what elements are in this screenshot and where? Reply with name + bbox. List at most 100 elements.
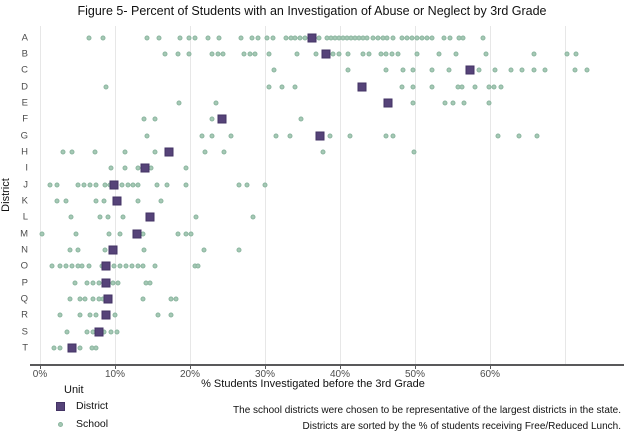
footnote-line-1: The school districts were chosen to be r…: [233, 405, 621, 416]
district-marker: [112, 196, 121, 206]
school-dot: [122, 149, 128, 155]
school-dot: [429, 35, 434, 40]
school-dot: [573, 51, 579, 57]
school-dot: [135, 182, 141, 188]
x-tick-label: 30%: [254, 369, 276, 380]
school-dot: [384, 35, 390, 40]
school-dot: [262, 182, 268, 188]
school-dot: [266, 51, 272, 57]
school-dot: [114, 329, 119, 335]
school-dot: [320, 149, 326, 155]
school-dot: [103, 84, 109, 90]
district-marker: [108, 245, 118, 255]
school-dot: [383, 67, 389, 73]
row-label-L: L: [22, 211, 28, 223]
school-dot: [395, 51, 401, 57]
school-dot: [205, 35, 211, 40]
school-dot: [51, 345, 56, 351]
school-dot: [264, 35, 269, 40]
school-dot: [108, 165, 114, 171]
school-dot: [96, 280, 101, 286]
school-dot: [57, 263, 62, 269]
row-label-A: A: [21, 32, 28, 43]
school-dot: [531, 51, 536, 57]
school-dot: [168, 312, 174, 318]
school-dot: [122, 165, 128, 171]
school-dot: [399, 35, 404, 40]
school-dot: [209, 51, 215, 57]
school-dot: [390, 35, 395, 40]
school-dot: [152, 263, 158, 269]
school-dot: [135, 165, 141, 171]
school-dot: [79, 263, 85, 269]
row-label-O: O: [20, 260, 28, 272]
school-dot: [298, 116, 304, 122]
school-dot: [193, 214, 199, 220]
school-dot: [93, 312, 98, 318]
school-dot: [302, 35, 308, 40]
gridline-70: [565, 26, 566, 364]
legend-item-school: School: [56, 418, 108, 430]
school-dot: [68, 214, 74, 220]
school-dot: [141, 247, 146, 253]
school-dot: [93, 182, 98, 188]
school-dot: [564, 51, 570, 57]
school-dot: [202, 149, 208, 155]
school-dot: [486, 100, 491, 106]
school-dot: [77, 296, 83, 302]
district-marker: [67, 343, 77, 353]
school-dot: [472, 84, 478, 90]
school-dot: [414, 35, 419, 40]
district-marker: [101, 261, 111, 271]
row-label-P: P: [21, 277, 28, 289]
row-label-H: H: [21, 146, 28, 158]
school-dot: [236, 182, 242, 188]
school-dot: [492, 67, 498, 73]
row-label-B: B: [21, 48, 28, 60]
school-dot: [429, 84, 434, 90]
x-tick-label: 50%: [404, 369, 426, 380]
school-dot: [383, 133, 389, 139]
school-dot: [247, 51, 253, 57]
school-dot: [144, 133, 150, 139]
gridline-50: [415, 26, 416, 364]
school-dot: [270, 35, 275, 40]
row-label-K: K: [21, 195, 28, 207]
school-dot: [519, 67, 525, 73]
school-dot: [447, 35, 452, 40]
school-dot: [221, 149, 227, 155]
gridline-10: [115, 26, 116, 364]
school-dot: [411, 149, 416, 155]
school-dot: [273, 133, 279, 139]
school-dot: [195, 263, 201, 269]
school-dot: [87, 182, 92, 188]
x-tick-label: 40%: [329, 369, 351, 380]
school-dot: [366, 51, 372, 57]
school-dot: [177, 35, 182, 40]
school-dot: [69, 263, 75, 269]
school-dot: [316, 35, 322, 40]
school-dot: [419, 35, 425, 40]
district-marker: [140, 163, 150, 173]
school-dot: [39, 231, 45, 237]
school-dot: [67, 296, 73, 302]
school-dot: [279, 84, 285, 90]
school-dot: [119, 182, 125, 188]
school-dot: [90, 280, 95, 286]
school-dot: [93, 345, 99, 351]
school-dot: [516, 133, 521, 139]
school-dot: [480, 35, 486, 40]
school-dot: [97, 214, 103, 220]
school-dot: [73, 231, 79, 237]
school-dot: [330, 51, 336, 57]
x-axis-title: % Students Investigated before the 3rd G…: [201, 378, 425, 390]
school-dot: [461, 100, 467, 106]
school-dot: [244, 182, 250, 188]
school-dot: [141, 116, 146, 122]
school-dot: [82, 296, 88, 302]
x-axis-line: [30, 364, 624, 366]
district-marker: [383, 98, 393, 108]
school-dot: [140, 263, 146, 269]
school-dot: [400, 67, 406, 73]
school-dot: [106, 231, 112, 237]
